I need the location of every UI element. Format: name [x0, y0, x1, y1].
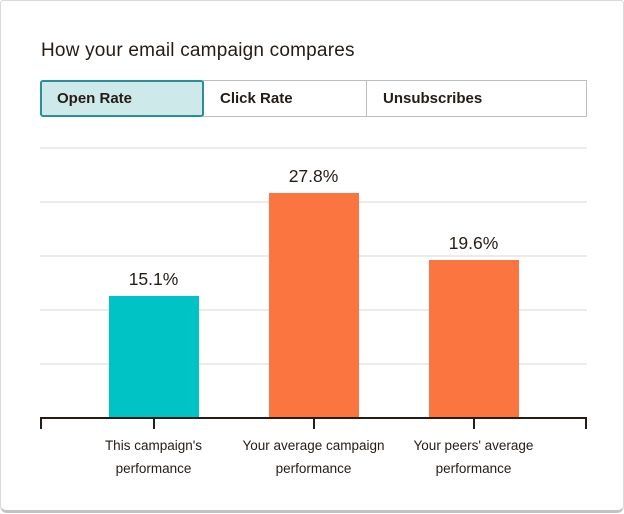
- page-title: How your email campaign compares: [41, 40, 355, 61]
- category-label: Your average campaign performance: [214, 434, 414, 480]
- category-label-line: performance: [435, 461, 512, 476]
- category-label-line: This campaign's: [104, 438, 203, 453]
- axis-tick: [585, 419, 587, 429]
- axis-tick: [40, 419, 42, 429]
- tab-unsubscribes[interactable]: Unsubscribes: [366, 80, 587, 117]
- axis-tick: [152, 419, 155, 429]
- category-label-line: Your average campaign: [242, 438, 385, 453]
- bar-value-label: 19.6%: [448, 233, 499, 253]
- category-label-line: Your peers' average: [413, 438, 534, 453]
- bar[interactable]: [428, 260, 519, 418]
- bar-value-label: 27.8%: [288, 166, 339, 186]
- bar[interactable]: [268, 193, 359, 418]
- gridline: [40, 147, 587, 149]
- bar[interactable]: [108, 296, 199, 418]
- category-label: Your peers' average performance: [374, 434, 574, 480]
- axis-tick: [472, 419, 475, 429]
- category-label-line: performance: [115, 461, 192, 476]
- category-label: This campaign's performance: [54, 434, 254, 480]
- category-label-line: performance: [275, 461, 352, 476]
- axis-tick: [312, 419, 315, 429]
- tab-open-rate[interactable]: Open Rate: [40, 80, 204, 117]
- tab-bar: Open Rate Click Rate Unsubscribes: [40, 80, 587, 117]
- x-axis-line: [40, 417, 587, 419]
- bar-value-label: 15.1%: [128, 269, 179, 289]
